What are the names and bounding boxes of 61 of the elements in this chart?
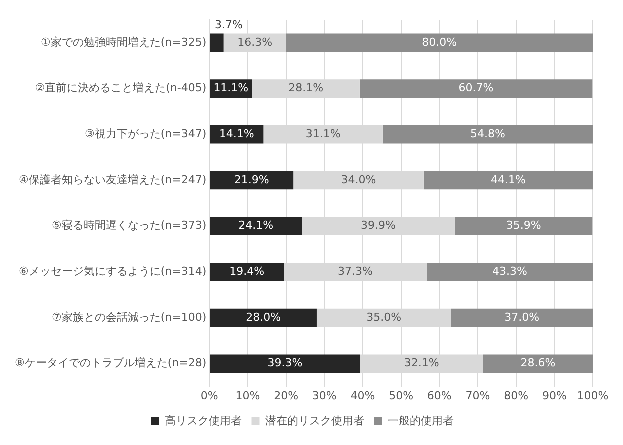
data-label: 3.7% bbox=[214, 18, 243, 32]
x-tick-label: 20% bbox=[274, 389, 299, 402]
bar bbox=[210, 125, 264, 144]
data-label: 80.0% bbox=[422, 36, 458, 49]
y-tick-label: ④保護者知らない友達増えた(n=247) bbox=[18, 173, 207, 186]
x-tick-label: 0% bbox=[200, 389, 218, 402]
legend-label: 高リスク使用者 bbox=[164, 414, 242, 428]
data-label: 34.0% bbox=[341, 173, 376, 186]
data-label: 44.1% bbox=[490, 173, 526, 186]
y-tick-label: ⑥メッセージ気にするように(n=314) bbox=[18, 265, 207, 278]
x-tick-label: 10% bbox=[236, 389, 260, 402]
legend-label: 一般的使用者 bbox=[388, 414, 454, 428]
data-label: 32.1% bbox=[404, 356, 440, 370]
data-label: 14.1% bbox=[219, 127, 254, 140]
data-label: 28.6% bbox=[520, 356, 556, 370]
data-label: 37.0% bbox=[504, 310, 540, 324]
bar bbox=[382, 125, 593, 144]
y-tick-label: ①家での勉強時間増えた(n=325) bbox=[40, 36, 207, 49]
data-label: 35.9% bbox=[506, 219, 542, 232]
legend-label: 潜在的リスク使用者 bbox=[265, 414, 364, 428]
data-label: 19.4% bbox=[230, 265, 265, 278]
bar bbox=[427, 263, 593, 282]
data-label: 39.3% bbox=[268, 356, 303, 370]
bar bbox=[454, 217, 593, 236]
data-label: 28.0% bbox=[246, 310, 282, 324]
x-tick-label: 50% bbox=[389, 389, 414, 402]
bar bbox=[483, 354, 593, 374]
data-label: 21.9% bbox=[234, 173, 270, 186]
bar bbox=[210, 263, 284, 282]
y-tick-label: ③視力下がった(n=347) bbox=[84, 127, 207, 140]
data-label: 31.1% bbox=[306, 127, 341, 140]
data-label: 11.1% bbox=[214, 82, 249, 95]
bar bbox=[360, 80, 593, 98]
bar bbox=[210, 171, 294, 190]
data-label: 39.9% bbox=[361, 219, 396, 232]
x-tick-label: 80% bbox=[504, 389, 529, 402]
bar bbox=[424, 171, 593, 190]
data-label: 16.3% bbox=[238, 36, 273, 49]
data-label: 43.3% bbox=[492, 265, 528, 278]
y-tick-label: ⑤寝る時間遅くなった(n=373) bbox=[52, 219, 207, 232]
x-tick-label: 90% bbox=[542, 389, 567, 402]
data-label: 28.1% bbox=[288, 82, 324, 95]
bar bbox=[210, 354, 360, 374]
data-label: 54.8% bbox=[470, 127, 506, 140]
y-tick-label: ⑦家族との会話減った(n=100) bbox=[52, 310, 207, 324]
bar bbox=[210, 34, 224, 52]
bar bbox=[286, 34, 593, 52]
x-tick-label: 70% bbox=[466, 389, 490, 402]
x-tick-label: 40% bbox=[350, 389, 376, 402]
data-label: 24.1% bbox=[238, 219, 274, 232]
data-label: 37.3% bbox=[338, 265, 373, 278]
x-tick-label: 30% bbox=[312, 389, 337, 402]
y-tick-label: ⑧ケータイでのトラブル増えた(n=28) bbox=[14, 356, 207, 370]
y-tick-label: ②直前に決めること増えた(n-405) bbox=[35, 82, 207, 95]
x-tick-label: 100% bbox=[577, 389, 609, 402]
data-label: 60.7% bbox=[458, 82, 494, 95]
bar bbox=[210, 308, 317, 328]
bar bbox=[451, 308, 593, 328]
x-tick-label: 60% bbox=[427, 389, 452, 402]
data-label: 35.0% bbox=[366, 310, 402, 324]
bar bbox=[210, 217, 302, 236]
